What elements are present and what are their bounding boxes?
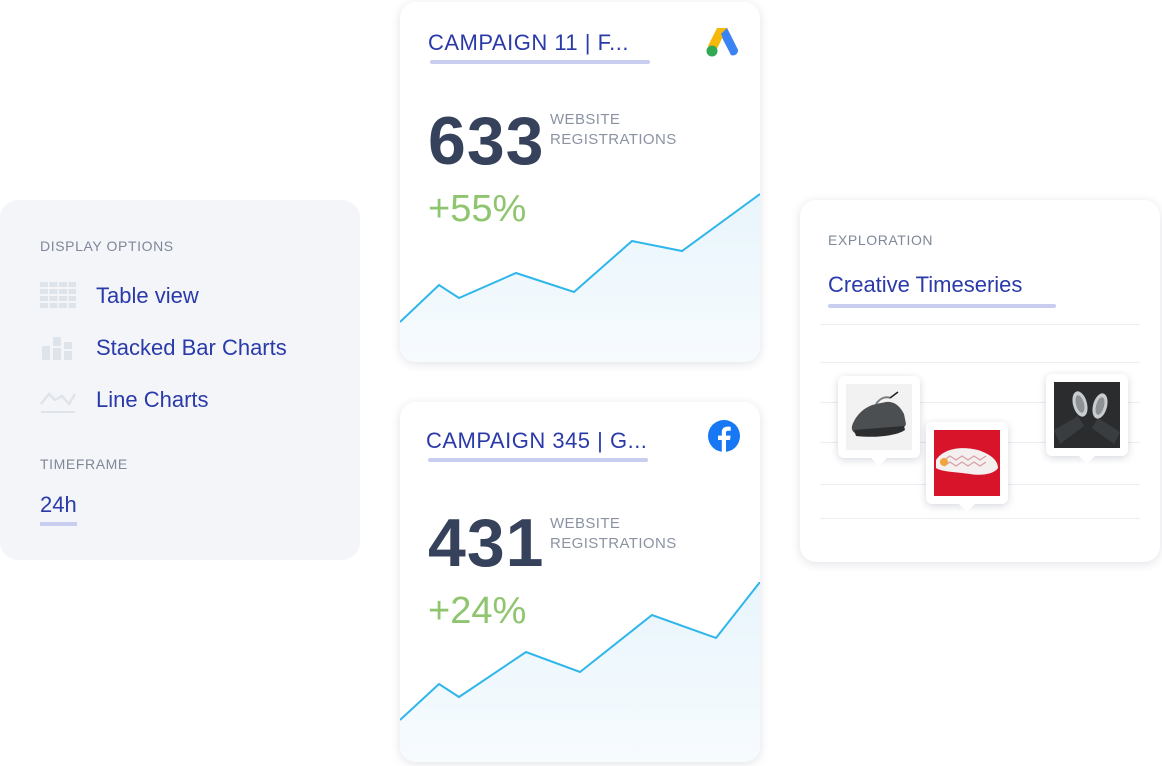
- title-underline: [828, 304, 1056, 308]
- creative-thumbnail[interactable]: [838, 376, 920, 466]
- google-ads-icon: [704, 24, 740, 63]
- title-underline: [430, 60, 650, 64]
- option-table-view[interactable]: Table view: [40, 280, 199, 312]
- campaign-title[interactable]: CAMPAIGN 345 | G...: [426, 428, 648, 462]
- metric-label: WEBSITE REGISTRATIONS: [550, 111, 677, 148]
- sneaker-sole-red-thumbnail: [934, 430, 1000, 496]
- sparkline-chart: [400, 582, 760, 762]
- campaign-title[interactable]: CAMPAIGN 11 | F...: [428, 30, 650, 64]
- facebook-icon: [708, 420, 740, 457]
- creative-thumbnail[interactable]: [1046, 374, 1128, 464]
- campaign-card[interactable]: CAMPAIGN 345 | G... 431 WEBSITE REGISTRA…: [400, 402, 760, 762]
- sneaker-grey-thumbnail: [846, 384, 912, 450]
- exploration-title[interactable]: Creative Timeseries: [828, 272, 1056, 308]
- exploration-card: EXPLORATION Creative Timeseries: [800, 200, 1160, 562]
- timeframe-selector[interactable]: 24h: [40, 492, 77, 526]
- exploration-title-text: Creative Timeseries: [828, 272, 1023, 297]
- sparkline-chart: [400, 193, 760, 362]
- display-options-panel: DISPLAY OPTIONS Table view: [0, 200, 360, 560]
- stacked-bar-icon: [40, 334, 76, 362]
- line-chart-icon: [40, 386, 76, 414]
- metric-value: 431: [428, 505, 545, 581]
- option-line-charts-label: Line Charts: [96, 387, 209, 412]
- grid-line: [820, 402, 1140, 403]
- metric-value: 633: [428, 103, 545, 179]
- exploration-heading: EXPLORATION: [828, 232, 934, 248]
- option-stacked-bar-charts[interactable]: Stacked Bar Charts: [40, 332, 287, 364]
- metric-label: WEBSITE REGISTRATIONS: [550, 515, 677, 552]
- sneakers-dark-thumbnail: [1054, 382, 1120, 448]
- timeframe-heading: TIMEFRAME: [40, 456, 128, 472]
- option-table-view-label: Table view: [96, 283, 199, 308]
- creative-thumbnail[interactable]: [926, 422, 1008, 512]
- campaign-title-text: CAMPAIGN 11 | F...: [428, 30, 629, 55]
- title-underline: [428, 458, 648, 462]
- table-grid-icon: [40, 282, 76, 310]
- campaign-card[interactable]: CAMPAIGN 11 | F... 633 WEBSITE REGISTRAT…: [400, 2, 760, 362]
- grid-line: [820, 518, 1140, 519]
- grid-line: [820, 324, 1140, 325]
- option-stacked-bar-charts-label: Stacked Bar Charts: [96, 335, 287, 360]
- display-options-heading: DISPLAY OPTIONS: [40, 238, 174, 254]
- grid-line: [820, 362, 1140, 363]
- change-percent: +24%: [428, 590, 527, 632]
- change-percent: +55%: [428, 188, 527, 230]
- campaign-title-text: CAMPAIGN 345 | G...: [426, 428, 648, 453]
- option-line-charts[interactable]: Line Charts: [40, 384, 209, 416]
